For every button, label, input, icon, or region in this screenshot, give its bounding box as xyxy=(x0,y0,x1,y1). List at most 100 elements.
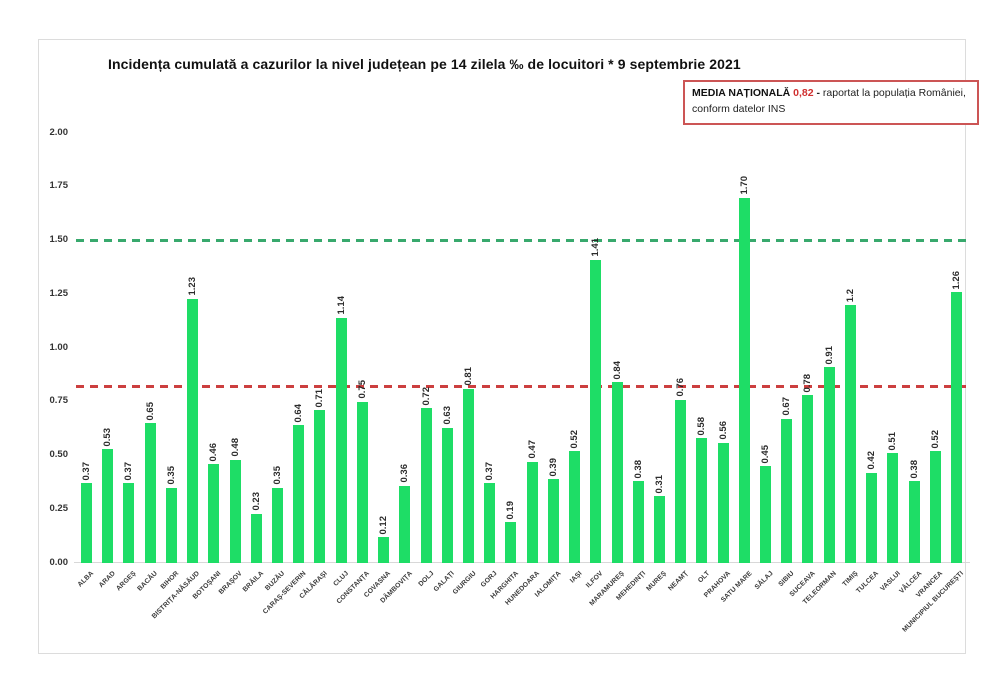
bar xyxy=(229,459,241,563)
bar xyxy=(144,423,156,563)
bar xyxy=(653,496,665,563)
bar-value-label: 1.41 xyxy=(590,238,602,257)
bar-value-label: 0.75 xyxy=(356,380,368,399)
bar-value-label: 1.2 xyxy=(844,288,856,302)
bar xyxy=(271,487,283,563)
y-axis-tick-label: 1.75 xyxy=(49,180,69,192)
bar-value-label: 0.81 xyxy=(462,367,474,386)
bar-value-label: 0.84 xyxy=(611,360,623,380)
y-axis-tick-label: 1.00 xyxy=(49,341,69,353)
bar-value-label: 0.51 xyxy=(887,431,899,451)
bar xyxy=(165,487,177,563)
national-average-box: MEDIA NAȚIONALĂ 0,82 - raportat la popul… xyxy=(683,80,979,125)
bar-value-label: 0.37 xyxy=(123,461,135,481)
bar-value-label: 1.14 xyxy=(335,296,347,315)
y-axis-tick-label: 0.25 xyxy=(49,502,69,514)
bar-value-label: 0.47 xyxy=(526,440,538,459)
bar-value-label: 1.23 xyxy=(187,277,199,296)
bar-value-label: 0.31 xyxy=(653,474,665,494)
bar-value-label: 0.36 xyxy=(399,464,411,483)
bar xyxy=(208,464,220,563)
bar-value-label: 0.48 xyxy=(229,438,241,457)
bar xyxy=(929,451,941,563)
bar xyxy=(102,449,114,563)
bar xyxy=(547,479,559,563)
bar xyxy=(590,259,602,563)
bar-value-label: 0.42 xyxy=(866,451,878,470)
national-average-reference-line xyxy=(76,385,972,389)
bar-value-label: 0.53 xyxy=(102,427,114,447)
bar xyxy=(399,485,411,563)
bar xyxy=(441,427,453,563)
chart-title: Incidența cumulată a cazurilor la nivel … xyxy=(108,56,741,72)
bar-value-label: 0.35 xyxy=(165,466,177,485)
bar-value-label: 0.76 xyxy=(675,378,687,397)
national-average-value: 0,82 xyxy=(793,87,814,99)
bar-value-label: 1.26 xyxy=(951,270,963,290)
bar-value-label: 0.23 xyxy=(250,492,262,511)
y-axis-tick-label: 0.00 xyxy=(49,556,69,568)
x-axis-line xyxy=(74,562,970,563)
bar xyxy=(462,388,474,563)
bar-value-label: 0.52 xyxy=(569,429,581,449)
bar-value-label: 0.52 xyxy=(929,429,941,449)
threshold-reference-line xyxy=(76,239,972,242)
bar xyxy=(569,451,581,563)
bar-value-label: 0.12 xyxy=(378,515,390,535)
y-axis-tick-label: 2.00 xyxy=(49,126,69,138)
y-axis-tick-label: 0.75 xyxy=(49,395,69,407)
bar xyxy=(335,317,347,563)
bar-value-label: 0.78 xyxy=(802,373,814,393)
bar xyxy=(738,197,750,563)
bar xyxy=(611,382,623,563)
y-axis-tick-label: 1.25 xyxy=(49,287,69,299)
bar-value-label: 0.71 xyxy=(314,388,326,408)
national-average-description-line2: conform datelor INS xyxy=(692,102,786,115)
bar xyxy=(632,481,644,563)
bar xyxy=(887,453,899,563)
bar xyxy=(823,367,835,563)
national-average-description: raportat la populația României, xyxy=(822,87,966,99)
bar xyxy=(802,395,814,563)
bar-value-label: 0.37 xyxy=(81,461,92,481)
bar xyxy=(293,425,305,563)
bar xyxy=(675,399,687,563)
bar xyxy=(123,483,135,563)
bar-value-label: 0.72 xyxy=(420,386,432,406)
bar-value-label: 0.39 xyxy=(547,457,559,477)
bar xyxy=(356,401,368,563)
national-average-separator: - xyxy=(816,87,820,99)
bar xyxy=(81,483,92,563)
bar xyxy=(314,410,326,563)
bar-value-label: 0.38 xyxy=(632,459,644,479)
bar xyxy=(951,292,963,563)
bar xyxy=(505,522,517,563)
bar xyxy=(420,408,432,563)
bar-value-label: 0.63 xyxy=(441,406,453,425)
bar-value-label: 0.67 xyxy=(781,397,793,416)
bar xyxy=(866,472,878,563)
bar xyxy=(717,442,729,563)
bar xyxy=(696,438,708,563)
bar xyxy=(484,483,496,563)
bar-value-label: 0.45 xyxy=(760,444,772,464)
bar-value-label: 0.91 xyxy=(823,345,835,365)
bar xyxy=(908,481,920,563)
bar-value-label: 0.46 xyxy=(208,442,220,462)
bar xyxy=(378,537,390,563)
bar xyxy=(781,418,793,563)
bar-value-label: 0.56 xyxy=(717,421,729,440)
y-axis-tick-label: 1.50 xyxy=(49,234,69,245)
bar xyxy=(844,305,856,563)
bar-value-label: 0.58 xyxy=(696,416,708,436)
bar-value-label: 0.38 xyxy=(908,459,920,479)
bar-value-label: 1.70 xyxy=(738,176,750,195)
bar-value-label: 0.19 xyxy=(505,500,517,520)
bar xyxy=(250,513,262,563)
national-average-label: MEDIA NAȚIONALĂ xyxy=(692,87,791,99)
bar-value-label: 0.65 xyxy=(144,401,156,421)
bar-value-label: 0.64 xyxy=(293,403,305,423)
bar xyxy=(526,461,538,563)
bar xyxy=(760,466,772,563)
